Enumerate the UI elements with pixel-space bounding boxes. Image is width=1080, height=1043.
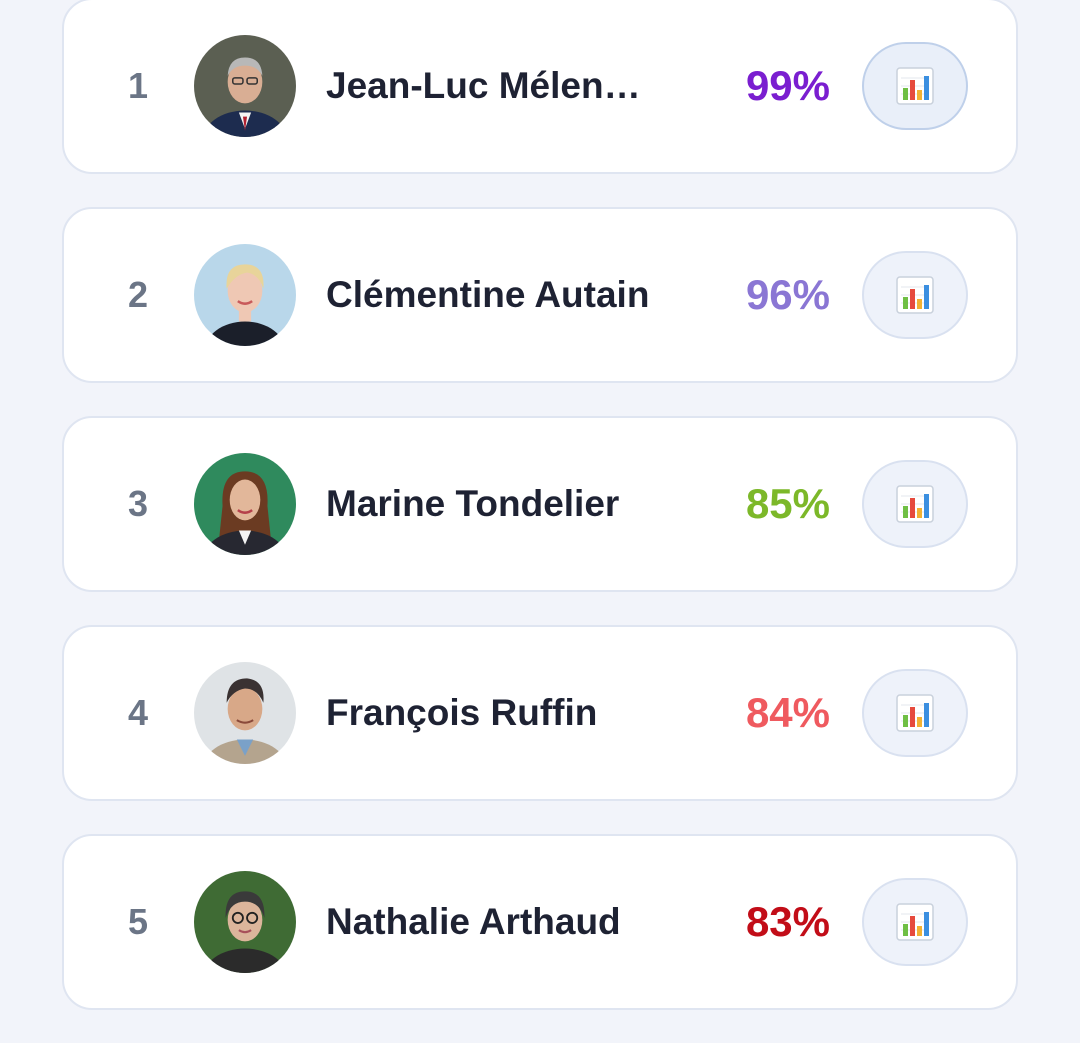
avatar-image — [194, 871, 296, 973]
avatar-hair — [225, 891, 265, 918]
avatar-face — [227, 60, 263, 104]
avatar-face — [229, 479, 261, 521]
candidate-score: 96% — [745, 271, 830, 318]
avatar-face — [227, 687, 263, 731]
candidate-name: François Ruffin — [326, 692, 598, 733]
rank-number: 4 — [127, 692, 149, 733]
candidate-name: Marine Tondelier — [326, 483, 620, 524]
bar-chart-icon — [896, 276, 934, 314]
candidate-name: Nathalie Arthaud — [326, 901, 621, 942]
rank-number: 5 — [127, 901, 149, 942]
candidate-avatar — [194, 35, 296, 137]
avatar-image — [194, 453, 296, 555]
avatar-mouth — [238, 929, 252, 934]
avatar-mouth — [236, 719, 254, 724]
avatar-tie — [242, 116, 248, 131]
avatar-face — [227, 269, 263, 313]
avatar-collar — [238, 530, 252, 545]
avatar-image — [194, 662, 296, 764]
candidate-card[interactable]: 3 Marine Tondelier 85% — [62, 416, 1018, 592]
avatar-image — [194, 35, 296, 137]
avatar-glasses — [246, 911, 259, 924]
candidate-name: Jean-Luc Mélen… — [326, 65, 641, 106]
bar-chart-icon — [896, 694, 934, 732]
view-chart-button[interactable] — [862, 669, 968, 757]
candidate-avatar — [194, 453, 296, 555]
bar-chart-icon — [896, 67, 934, 105]
bar-chart-icon — [896, 485, 934, 523]
avatar-hair — [226, 678, 264, 703]
avatar-face — [227, 898, 263, 942]
candidate-card[interactable]: 5 Nathalie Arthaud 83% — [62, 834, 1018, 1010]
rank-number: 1 — [127, 65, 149, 106]
avatar-hair — [226, 264, 264, 289]
candidate-ranking-list: 1 Jean-Luc Mélen… 99% — [62, 0, 1018, 1043]
avatar-image — [194, 244, 296, 346]
candidate-card[interactable]: 2 Clémentine Autain 96% — [62, 207, 1018, 383]
view-chart-button[interactable] — [862, 878, 968, 966]
avatar-shoulders — [203, 948, 287, 973]
avatar-mouth — [237, 300, 253, 305]
candidate-name: Clémentine Autain — [326, 274, 650, 315]
avatar-glasses — [231, 77, 244, 85]
view-chart-button[interactable] — [862, 460, 968, 548]
candidate-avatar — [194, 871, 296, 973]
candidate-avatar — [194, 244, 296, 346]
candidate-score: 85% — [745, 480, 830, 527]
view-chart-button[interactable] — [862, 251, 968, 339]
candidate-avatar — [194, 662, 296, 764]
bar-chart-icon — [896, 903, 934, 941]
candidate-score: 84% — [745, 689, 830, 736]
candidate-score: 99% — [745, 62, 830, 109]
rank-number: 2 — [127, 274, 149, 315]
candidate-score: 83% — [745, 898, 830, 945]
rank-number: 3 — [127, 483, 149, 524]
avatar-shoulders — [205, 321, 285, 346]
avatar-mouth — [237, 509, 253, 514]
candidate-card[interactable]: 1 Jean-Luc Mélen… 99% — [62, 0, 1018, 174]
view-chart-button[interactable] — [862, 42, 968, 130]
avatar-glasses — [246, 77, 259, 85]
avatar-collar — [236, 739, 254, 756]
candidate-card[interactable]: 4 François Ruffin 84% — [62, 625, 1018, 801]
avatar-glasses — [231, 911, 244, 924]
avatar-hair — [227, 57, 263, 76]
